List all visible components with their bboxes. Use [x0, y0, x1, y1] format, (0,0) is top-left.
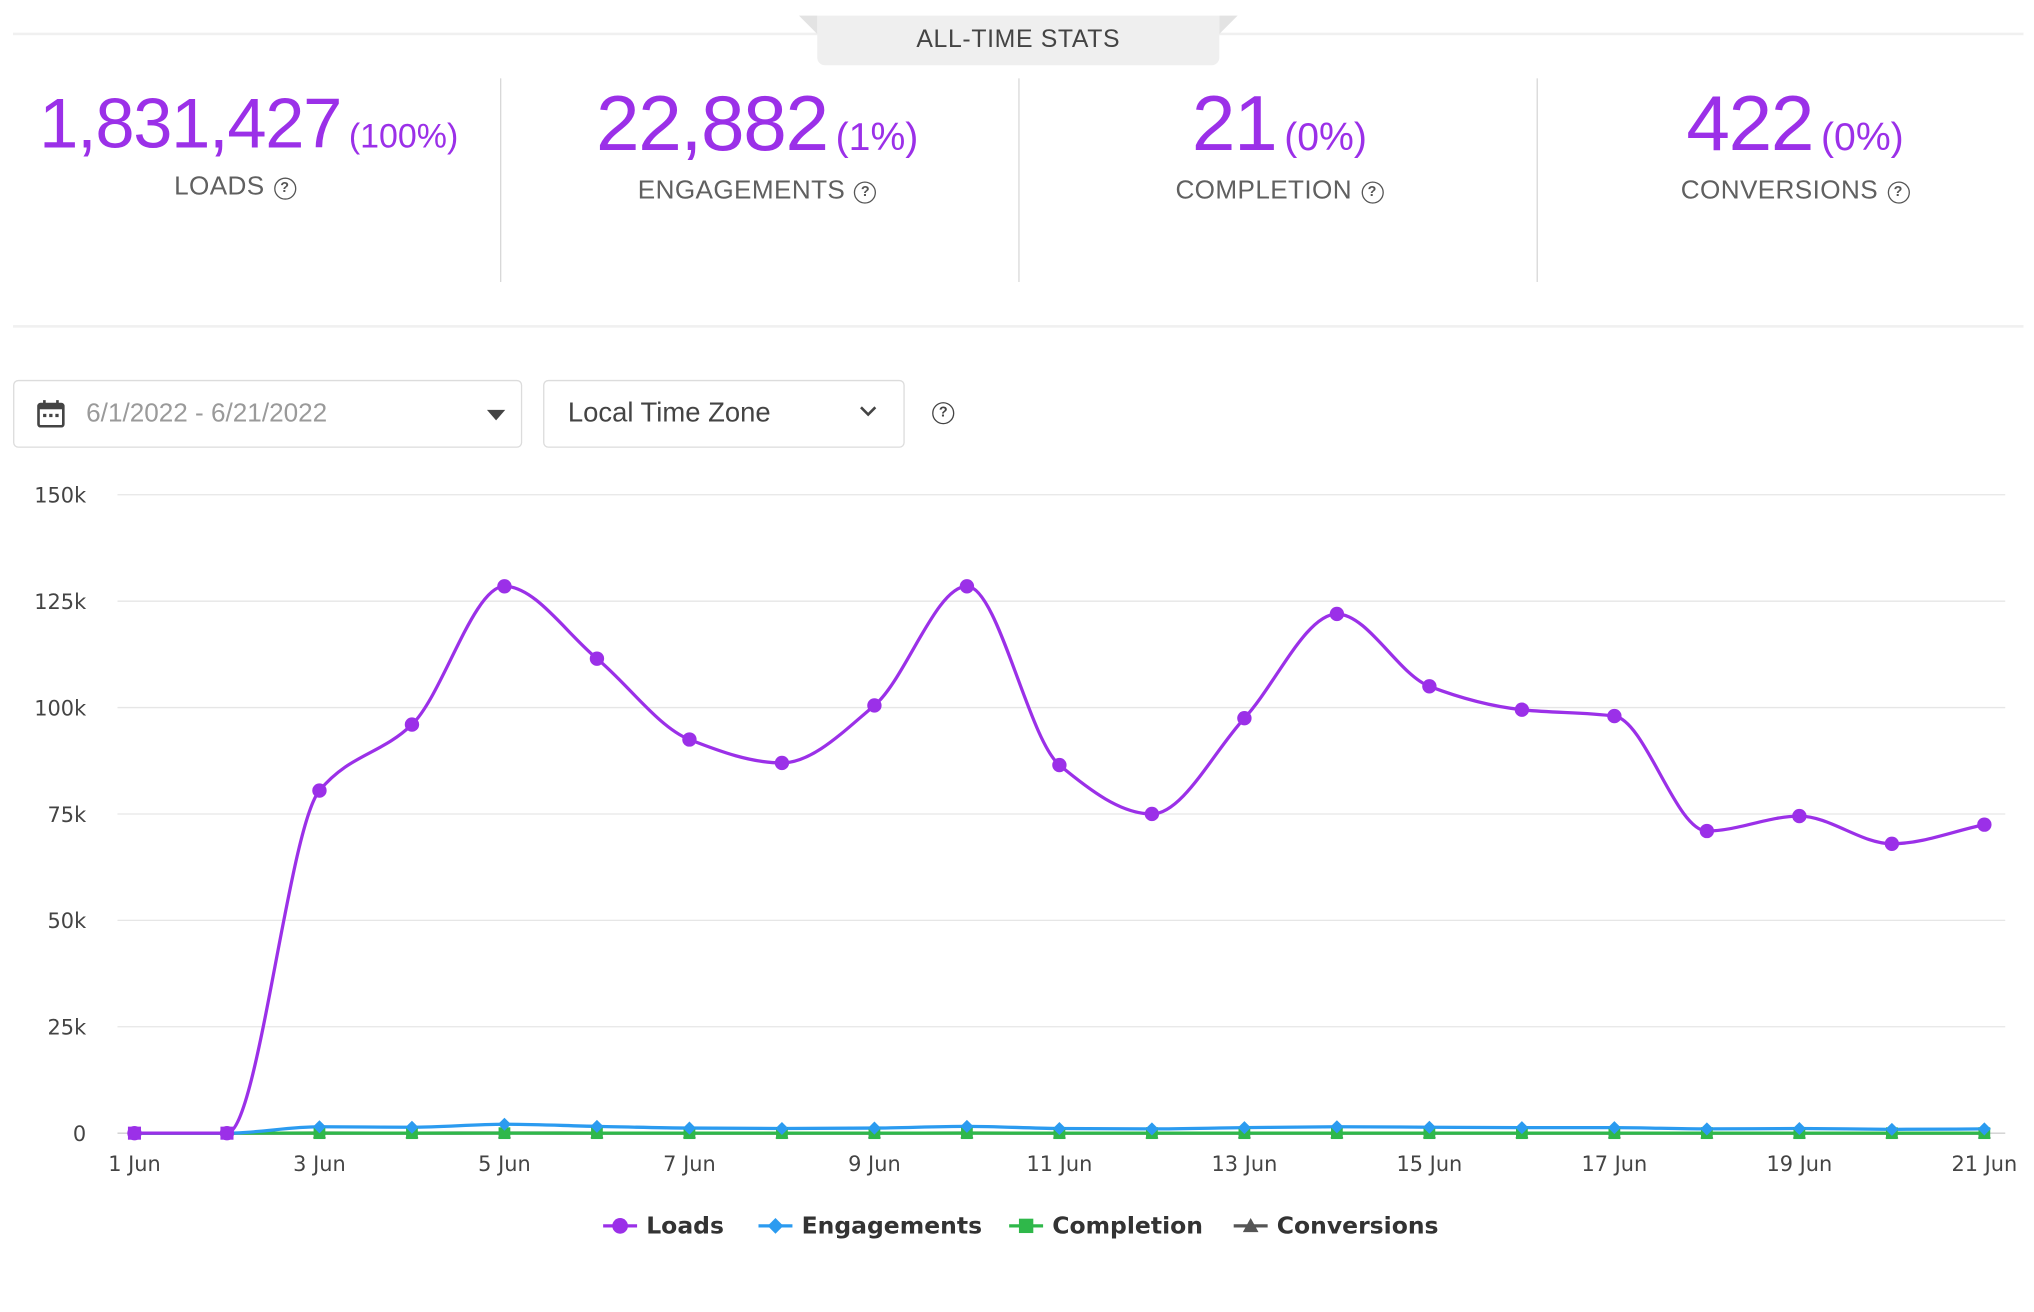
- point-engagements: [1792, 1121, 1806, 1136]
- legend-marker-engagements: [767, 1218, 784, 1234]
- legend-marker-completion: [1018, 1218, 1034, 1234]
- calendar-icon: [37, 400, 65, 428]
- point-engagements: [1515, 1121, 1529, 1135]
- point-loads: [867, 698, 882, 713]
- stat-divider: [500, 78, 502, 282]
- x-tick-label: 21 Jun: [1951, 1152, 2017, 1176]
- point-loads: [682, 732, 697, 747]
- stat-loads-label: LOADS: [174, 172, 265, 202]
- point-engagements: [590, 1119, 604, 1133]
- stat-completion-value: 21: [1191, 79, 1278, 168]
- point-loads: [1607, 708, 1622, 724]
- point-loads: [1884, 836, 1900, 851]
- point-loads: [497, 579, 512, 594]
- stat-engagements-pct: (1%): [835, 116, 919, 160]
- point-completion: [961, 1127, 973, 1140]
- x-tick-label: 3 Jun: [293, 1152, 346, 1176]
- point-loads: [1422, 679, 1437, 694]
- legend-label-loads[interactable]: Loads: [646, 1212, 724, 1240]
- x-tick-label: 17 Jun: [1581, 1152, 1647, 1176]
- x-tick-label: 11 Jun: [1026, 1152, 1092, 1176]
- stat-conversions-pct: (0%): [1821, 116, 1904, 160]
- x-tick-label: 19 Jun: [1766, 1152, 1832, 1176]
- all-time-stats-panel: [13, 32, 2024, 328]
- series-line-loads: [134, 584, 1985, 1135]
- point-loads: [959, 579, 975, 594]
- point-engagements: [1052, 1121, 1066, 1136]
- legend-label-engagements[interactable]: Engagements: [802, 1212, 982, 1240]
- help-icon[interactable]: ?: [932, 402, 955, 425]
- stat-completion-label: COMPLETION: [1175, 176, 1353, 205]
- point-engagements: [1330, 1120, 1344, 1134]
- point-loads: [312, 783, 327, 798]
- point-loads: [1792, 808, 1807, 824]
- help-icon[interactable]: ?: [1887, 181, 1910, 204]
- legend-label-completion[interactable]: Completion: [1052, 1212, 1203, 1240]
- caret-down-icon[interactable]: [486, 409, 506, 421]
- legend-marker-loads: [612, 1218, 628, 1234]
- x-tick-label: 9 Jun: [848, 1152, 901, 1176]
- x-tick-label: 1 Jun: [108, 1152, 161, 1176]
- stat-conversions-value: 422: [1686, 79, 1814, 168]
- help-icon[interactable]: ?: [1361, 181, 1384, 204]
- x-tick-label: 5 Jun: [478, 1152, 531, 1176]
- point-engagements: [867, 1121, 881, 1135]
- y-tick-label: 25k: [48, 1016, 88, 1040]
- stat-engagements: 22,882 (1%) ENGAGEMENTS?: [522, 78, 992, 282]
- point-engagements: [1885, 1122, 1899, 1136]
- point-loads: [1144, 806, 1160, 822]
- stat-engagements-label: ENGAGEMENTS: [637, 176, 846, 205]
- point-loads: [589, 651, 605, 666]
- help-icon[interactable]: ?: [273, 177, 296, 200]
- time-zone-select[interactable]: Local Time Zone: [543, 379, 905, 448]
- stat-completion: 21 (0%) COMPLETION?: [1044, 78, 1514, 282]
- stat-loads-value: 1,831,427: [39, 84, 342, 164]
- x-tick-label: 7 Jun: [663, 1152, 716, 1176]
- point-loads: [1514, 702, 1530, 717]
- point-loads: [774, 755, 790, 771]
- point-loads: [1977, 817, 1992, 832]
- stat-divider: [1536, 78, 1538, 282]
- line-chart: 0 25k 50k 75k 100k 125k 150k 1 Jun 3 Jun 5 Jun 7 J…: [34, 484, 2017, 1240]
- x-tick-label: 15 Jun: [1396, 1152, 1462, 1176]
- stat-completion-pct: (0%): [1284, 116, 1367, 160]
- time-zone-value: Local Time Zone: [567, 398, 771, 429]
- stat-conversions-label: CONVERSIONS: [1680, 176, 1879, 205]
- legend-label-conversions[interactable]: Conversions: [1277, 1212, 1439, 1240]
- point-engagements: [1237, 1121, 1251, 1135]
- stat-divider: [1018, 78, 1020, 282]
- y-tick-label: 150k: [34, 484, 87, 508]
- point-engagements: [682, 1121, 696, 1135]
- y-tick-label: 75k: [48, 803, 88, 827]
- legend-marker-conversions: [1242, 1218, 1259, 1233]
- point-loads: [1329, 606, 1345, 622]
- x-tick-label: 13 Jun: [1211, 1152, 1277, 1176]
- y-tick-label: 0: [73, 1122, 86, 1146]
- help-icon[interactable]: ?: [854, 181, 877, 204]
- point-loads: [404, 717, 420, 732]
- y-tick-label: 125k: [34, 590, 87, 614]
- point-loads: [1052, 757, 1067, 773]
- date-range-value: 6/1/2022 - 6/21/2022: [86, 399, 328, 429]
- point-engagements: [497, 1117, 511, 1131]
- stat-conversions: 422 (0%) CONVERSIONS?: [1560, 78, 2030, 282]
- point-loads: [1699, 823, 1715, 839]
- point-completion: [591, 1127, 603, 1140]
- point-loads-start: [127, 1126, 141, 1140]
- chevron-down-icon: [860, 406, 877, 417]
- stat-loads-pct: (100%): [348, 116, 459, 156]
- point-engagements: [1607, 1121, 1621, 1135]
- stat-engagements-value: 22,882: [596, 79, 829, 168]
- all-time-stats-tab[interactable]: ALL-TIME STATS: [798, 15, 1238, 66]
- y-tick-label: 50k: [48, 909, 88, 933]
- point-completion: [498, 1127, 511, 1140]
- point-engagements: [312, 1120, 326, 1134]
- stat-loads: 1,831,427 (100%) LOADS?: [39, 84, 458, 288]
- date-range-picker[interactable]: 6/1/2022 - 6/21/2022: [13, 379, 523, 448]
- point-engagements: [775, 1121, 789, 1136]
- point-loads-start: [220, 1126, 234, 1140]
- y-tick-label: 100k: [34, 696, 87, 720]
- point-loads: [1237, 711, 1252, 726]
